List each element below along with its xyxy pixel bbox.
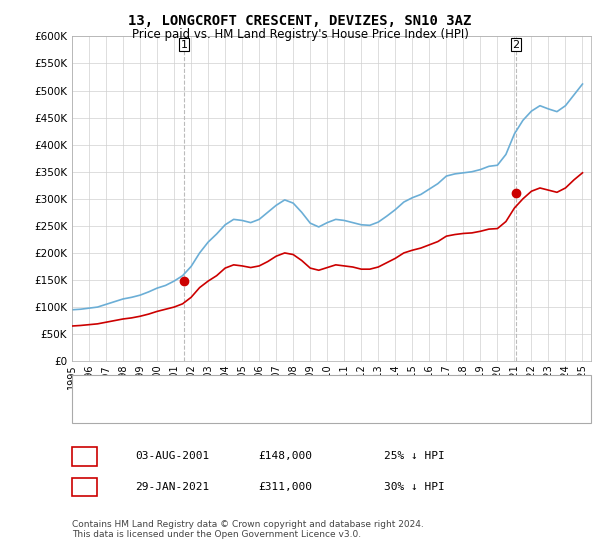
Text: Price paid vs. HM Land Registry's House Price Index (HPI): Price paid vs. HM Land Registry's House …: [131, 28, 469, 41]
Text: 13, LONGCROFT CRESCENT, DEVIZES, SN10 3AZ: 13, LONGCROFT CRESCENT, DEVIZES, SN10 3A…: [128, 14, 472, 28]
Text: 29-JAN-2021: 29-JAN-2021: [135, 482, 209, 492]
Text: 2: 2: [81, 480, 88, 494]
Text: 25% ↓ HPI: 25% ↓ HPI: [384, 451, 445, 461]
Text: 1: 1: [181, 40, 187, 50]
Text: HPI: Average price, detached house, Wiltshire: HPI: Average price, detached house, Wilt…: [123, 404, 362, 414]
Text: 13, LONGCROFT CRESCENT, DEVIZES, SN10 3AZ (detached house): 13, LONGCROFT CRESCENT, DEVIZES, SN10 3A…: [123, 384, 470, 394]
Text: £311,000: £311,000: [258, 482, 312, 492]
Text: 30% ↓ HPI: 30% ↓ HPI: [384, 482, 445, 492]
Text: £148,000: £148,000: [258, 451, 312, 461]
Text: 03-AUG-2001: 03-AUG-2001: [135, 451, 209, 461]
Text: 1: 1: [81, 450, 88, 463]
Text: Contains HM Land Registry data © Crown copyright and database right 2024.
This d: Contains HM Land Registry data © Crown c…: [72, 520, 424, 539]
Text: 2: 2: [512, 40, 520, 50]
